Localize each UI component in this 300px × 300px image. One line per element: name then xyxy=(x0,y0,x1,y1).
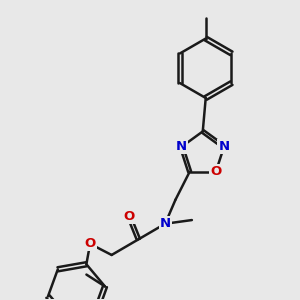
Text: N: N xyxy=(218,140,230,153)
Text: N: N xyxy=(176,140,187,153)
Text: O: O xyxy=(85,237,96,250)
Text: O: O xyxy=(124,210,135,223)
Text: N: N xyxy=(160,217,171,230)
Text: O: O xyxy=(210,165,221,178)
